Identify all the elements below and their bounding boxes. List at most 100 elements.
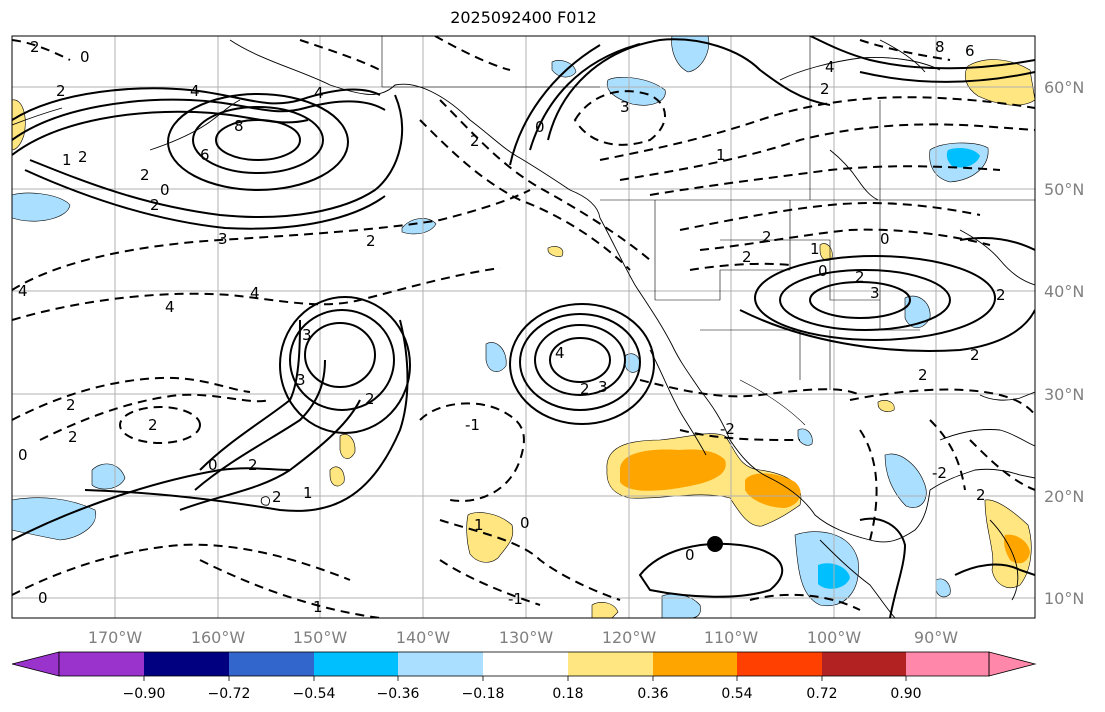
contour-label: 2 — [248, 456, 258, 474]
contour-label: 2 — [762, 228, 772, 246]
graticule — [12, 36, 1035, 618]
negative-fill-region — [551, 60, 577, 78]
contour-label: 0 — [18, 446, 28, 464]
positive-fill-region — [877, 400, 895, 412]
contour-label: 2 — [272, 488, 282, 506]
colorbar-tick-label: −0.18 — [462, 686, 505, 702]
negative-fill-region — [12, 192, 71, 222]
contour-label: 4 — [190, 82, 200, 100]
contour-label: 8 — [935, 38, 945, 56]
contour-label: 4 — [165, 298, 175, 316]
positive-fill-region — [329, 466, 345, 487]
political-borders — [381, 36, 1035, 426]
contour-label: 4 — [314, 84, 324, 102]
contour-label: 3 — [620, 98, 630, 116]
positive-fill-region — [466, 512, 514, 563]
dashed-contours — [12, 36, 1035, 618]
contour-label: -2 — [932, 464, 947, 482]
contour-label: 2 — [365, 390, 375, 408]
positive-strong-region — [745, 473, 801, 508]
colorbar-segment — [906, 652, 989, 676]
contour-label: 2 — [66, 396, 76, 414]
contour-label: 1 — [716, 146, 726, 164]
negative-fill-region — [797, 428, 813, 446]
colorbar-segment — [568, 652, 653, 676]
positive-strong-region — [620, 449, 726, 491]
lon-tick-label: 170°W — [88, 628, 143, 647]
contour-label: 2 — [140, 166, 150, 184]
lat-tick-label: 40°N — [1044, 282, 1084, 301]
lon-tick-label: 110°W — [704, 628, 759, 647]
contour-labels: 2 0 2 1 2 4 8 6 4 2 0 2 3 4 4 2 2 2 0 3 … — [18, 38, 1006, 616]
colorbar-tick-label: 0.36 — [637, 686, 668, 702]
contour-label: 1 — [474, 516, 484, 534]
colorbar-segment — [59, 652, 144, 676]
contour-label: 2 — [855, 268, 865, 286]
negative-fill-region — [904, 295, 931, 329]
contour-label: 2 — [996, 286, 1006, 304]
lon-tick-label: 120°W — [602, 628, 657, 647]
colorbar-extend-low — [11, 651, 60, 677]
lat-tick-label: 10°N — [1044, 589, 1084, 608]
colorbar-tick-label: −0.54 — [293, 686, 336, 702]
lon-tick-label: 160°W — [191, 628, 246, 647]
contour-label: 2 — [580, 380, 590, 398]
contour-label: 2 — [970, 346, 980, 364]
lon-tick-label: 90°W — [914, 628, 958, 647]
contour-label: -1 — [508, 590, 523, 608]
positive-fill-region — [339, 433, 356, 459]
solid-contours — [12, 36, 1035, 618]
contour-label: 6 — [965, 42, 975, 60]
contour-label: 1 — [810, 240, 820, 258]
latitude-ticks: 60°N 50°N 40°N 30°N 20°N 10°N — [1044, 78, 1084, 608]
lon-tick-label: 150°W — [293, 628, 348, 647]
contour-label: -2 — [720, 420, 735, 438]
lat-tick-label: 30°N — [1044, 385, 1084, 404]
contour-label: 2 — [976, 486, 986, 504]
shaded-regions — [12, 36, 1035, 618]
positive-fill-region — [547, 246, 564, 257]
contour-label: 3 — [218, 230, 228, 248]
colorbar-tick-label: 0.18 — [552, 686, 583, 702]
colorbar-segment — [822, 652, 906, 676]
contour-label: 3 — [870, 284, 880, 302]
location-marker — [707, 536, 723, 552]
contour-label: 0 — [208, 456, 218, 474]
lon-tick-label: 100°W — [807, 628, 862, 647]
colorbar-segment — [653, 652, 737, 676]
negative-fill-region — [91, 463, 126, 490]
colorbar-tick-label: 0.90 — [890, 686, 921, 702]
contour-label: 1 — [313, 598, 323, 616]
colorbar-tick-label: 0.72 — [806, 686, 837, 702]
contour-label: 2 — [78, 148, 88, 166]
longitude-ticks: 170°W 160°W 150°W 140°W 130°W 120°W 110°… — [88, 628, 958, 647]
contour-label: 6 — [200, 146, 210, 164]
contour-label: -1 — [465, 416, 480, 434]
contour-label: 2 — [150, 196, 160, 214]
contour-label: 8 — [234, 117, 244, 135]
contour-label: 2 — [820, 80, 830, 98]
contour-label: 3 — [302, 326, 312, 344]
colorbar-tick-label: −0.90 — [123, 686, 166, 702]
colorbar-segment — [229, 652, 314, 676]
lon-tick-label: 130°W — [499, 628, 554, 647]
colorbar-segment — [144, 652, 229, 676]
contour-label: 0 — [535, 118, 545, 136]
colorbar-tick-label: −0.72 — [208, 686, 251, 702]
contour-label: 2 — [30, 38, 40, 56]
lon-tick-label: 140°W — [396, 628, 451, 647]
contour-label: 2 — [470, 132, 480, 150]
negative-fill-region — [485, 342, 507, 372]
contour-label: 2 — [918, 366, 928, 384]
contour-label: 2 — [366, 232, 376, 250]
contour-label: 0 — [818, 262, 828, 280]
colorbar-extend-high — [988, 651, 1037, 677]
contour-label: 2 — [56, 82, 66, 100]
contour-label: 2 — [148, 416, 158, 434]
negative-fill-region — [935, 578, 951, 598]
contour-label: 0 — [685, 546, 695, 564]
contour-label: 1 — [303, 484, 313, 502]
colorbar-tick-label: −0.36 — [377, 686, 420, 702]
contour-label: 3 — [598, 378, 608, 396]
